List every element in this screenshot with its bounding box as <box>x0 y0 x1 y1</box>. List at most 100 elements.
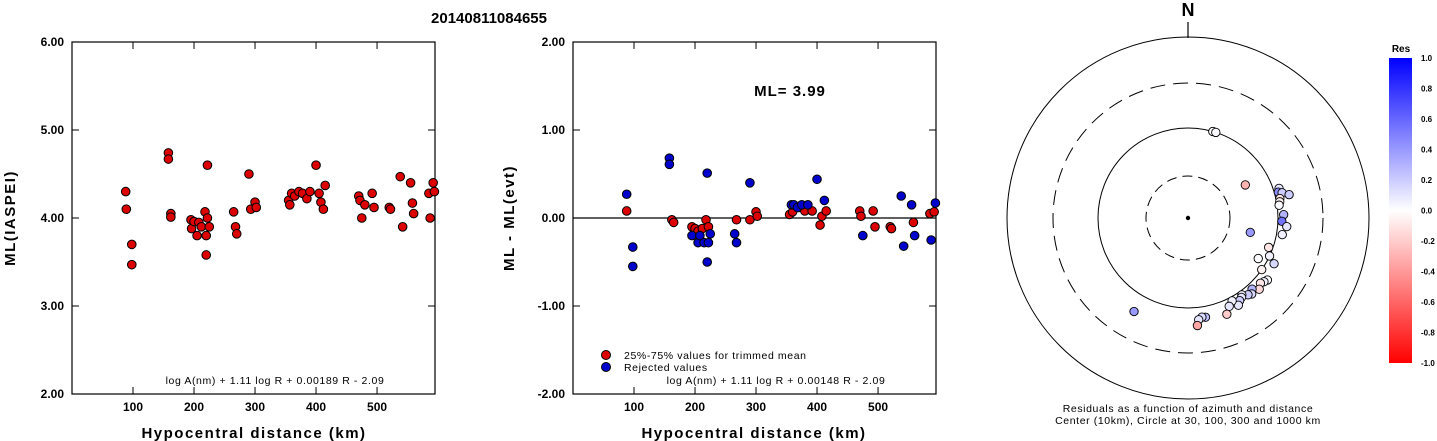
azimuth-plot-point <box>1129 306 1139 317</box>
magnitude-plot-point <box>120 186 131 197</box>
residual-plot-point <box>906 200 917 210</box>
residual-plot-point <box>705 229 716 239</box>
residual-plot-y-tick-label: 1.00 <box>542 123 566 137</box>
azimuth-plot-point <box>1233 300 1244 310</box>
residual-plot-point <box>695 230 705 241</box>
azimuth-plot: N Residuals as a function of azimuth and… <box>1006 0 1370 427</box>
magnitude-plot-point <box>285 200 295 210</box>
colorbar-tick-label: -0.4 <box>1421 268 1435 277</box>
residual-plot-point <box>812 174 822 185</box>
magnitude-plot-point <box>251 202 262 213</box>
residual-plot-point <box>870 222 880 232</box>
residual-plot-point <box>896 191 907 201</box>
residual-plot-point <box>821 206 831 216</box>
magnitude-plot-point <box>397 222 408 232</box>
colorbar-tick-label: 0.6 <box>1421 115 1433 124</box>
residual-plot-x-tick-label: 200 <box>685 400 705 414</box>
magnitude-plot-frame <box>71 41 436 395</box>
azimuth-plot-point <box>1274 200 1284 210</box>
magnitude-plot-point <box>408 208 419 219</box>
magnitude-plot-y-tick-label: 2.00 <box>41 387 65 401</box>
azimuth-plot-point <box>1192 320 1203 331</box>
magnitude-plot-point <box>202 160 213 170</box>
magnitude-plot-point <box>320 180 330 191</box>
magnitude-plot-point <box>405 178 416 188</box>
residual-plot-point <box>929 207 939 217</box>
magnitude-plot-point <box>360 200 370 210</box>
legend-label-rejected: Rejected values <box>624 362 708 374</box>
magnitude-plot-point <box>126 259 137 270</box>
colorbar-gradient <box>1389 58 1412 363</box>
residual-colorbar: Res 1.0 0.8 0.6 0.4 0.2 0.0 -0.2 -0.4 -0.6 -0.8 -1… <box>1389 44 1435 368</box>
residual-plot-point <box>621 189 632 200</box>
azimuth-plot-point <box>1269 259 1279 269</box>
magnitude-plot-point <box>305 186 315 197</box>
magnitude-plot-point <box>192 230 202 241</box>
ring-1000km <box>1006 36 1370 400</box>
magnitude-plot-point <box>228 207 239 217</box>
azimuth-caption-line1: Residuals as a function of azimuth and d… <box>1063 403 1314 415</box>
residual-plot-point <box>803 200 813 210</box>
residual-plot-x-label: Hypocentral distance (km) <box>641 425 866 441</box>
residual-plot-point <box>745 178 755 188</box>
residual-plot-x-tick-label: 300 <box>746 400 766 414</box>
azimuth-plot-point <box>1224 301 1234 311</box>
north-label: N <box>1182 0 1195 20</box>
magnitude-plot-point <box>356 213 367 223</box>
azimuth-plot-point <box>1263 242 1274 252</box>
azimuth-plot-point <box>1284 190 1294 200</box>
magnitude-plot: 100 200 300 400 500 2.00 3.00 4.00 5.00 6.00 Hypo… <box>2 35 440 441</box>
magnitude-plot-point <box>407 198 418 208</box>
magnitude-plot-point <box>429 186 440 197</box>
residual-plot-x-tick-label: 100 <box>624 400 644 414</box>
residual-plot-point <box>627 261 638 272</box>
residual-plot-point <box>627 242 638 252</box>
residual-plot-x-tick-label: 500 <box>868 400 888 414</box>
azimuth-plot-point <box>1222 309 1232 319</box>
magnitude-plot-formula: log A(nm) + 1.11 log R + 0.00189 R - 2.0… <box>166 375 385 387</box>
magnitude-plot-point <box>369 202 379 213</box>
residual-plot-point <box>702 257 713 267</box>
magnitude-plot-y-tick-label: 3.00 <box>41 299 65 313</box>
residual-plot-x-tick-label: 400 <box>807 400 827 414</box>
residual-plot-point <box>752 211 763 222</box>
residual-plot-point <box>819 195 830 206</box>
residual-plot-y-label: ML - ML(evt) <box>501 165 518 271</box>
residual-plot-point <box>926 235 936 245</box>
residual-plot-y-tick-label: -1.00 <box>538 299 566 313</box>
colorbar-tick-label: -0.8 <box>1421 329 1435 338</box>
magnitude-plot-point <box>196 222 207 232</box>
azimuth-plot-points <box>1129 126 1294 331</box>
colorbar-ticks: 1.0 0.8 0.6 0.4 0.2 0.0 -0.2 -0.4 -0.6 -0.8 -1.0 <box>1421 54 1435 368</box>
colorbar-tick-label: -1.0 <box>1421 359 1435 368</box>
magnitude-plot-x-tick-label: 400 <box>306 400 326 414</box>
magnitude-plot-y-tick-label: 4.00 <box>41 211 65 225</box>
residual-plot-point <box>909 230 920 241</box>
magnitude-plot-x-tick-label: 500 <box>367 400 387 414</box>
magnitude-plot-point <box>166 212 176 222</box>
residual-plot-point <box>815 220 825 230</box>
magnitude-plot-x-label: Hypocentral distance (km) <box>141 425 366 441</box>
azimuth-plot-point <box>1211 127 1221 138</box>
colorbar-tick-label: 1.0 <box>1421 54 1433 63</box>
magnitude-plot-point <box>314 188 324 199</box>
residual-plot-y-tick-label: 2.00 <box>542 35 566 49</box>
residual-plot-point <box>886 223 897 234</box>
magnitude-plot-y-tick-label: 6.00 <box>41 35 65 49</box>
azimuth-plot-point <box>1277 229 1287 240</box>
residual-plot-point <box>702 168 713 178</box>
magnitude-plot-point <box>201 230 212 241</box>
magnitude-plot-point <box>204 222 215 232</box>
magnitude-plot-point <box>126 239 137 250</box>
ml-annotation: ML= 3.99 <box>754 83 826 100</box>
magnitude-plot-point <box>425 213 435 223</box>
magnitude-plot-point <box>244 169 254 179</box>
magnitude-plot-point <box>201 250 212 260</box>
magnitude-plot-point <box>367 188 377 199</box>
magnitude-plot-points <box>120 148 440 270</box>
residual-plot-points <box>621 153 941 272</box>
magnitude-plot-x-tick-label: 100 <box>123 400 143 414</box>
ring-100km <box>1097 127 1279 309</box>
magnitude-plot-point <box>385 204 396 214</box>
